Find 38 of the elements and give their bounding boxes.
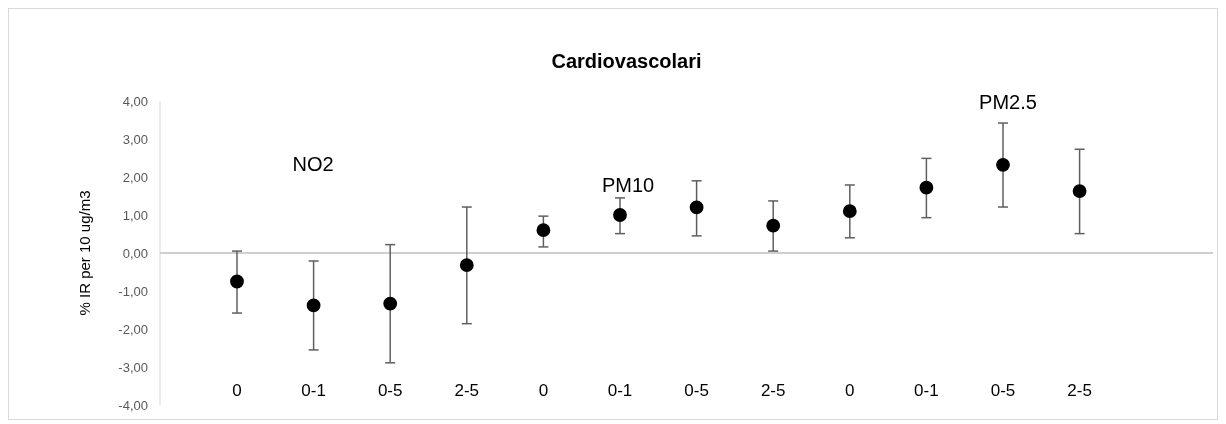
y-tick-label: -4,00 xyxy=(118,397,148,413)
point xyxy=(459,258,474,273)
x-tick-label: 2-5 xyxy=(760,381,786,400)
point xyxy=(842,204,857,219)
y-tick-label: 1,00 xyxy=(122,207,148,223)
x-tick-label: 0 xyxy=(845,381,855,400)
point xyxy=(383,296,398,311)
y-tick-label: 0,00 xyxy=(122,245,148,261)
y-tick-label: 4,00 xyxy=(122,93,148,109)
annotation: PM10 xyxy=(601,174,655,197)
chart-title: Cardiovascolari xyxy=(551,50,702,72)
x-tick-label: 0-5 xyxy=(990,381,1016,400)
x-tick-label: 0-5 xyxy=(684,381,709,400)
point xyxy=(536,223,551,238)
y-tick-label: 3,00 xyxy=(122,131,148,147)
x-tick-label: 0-1 xyxy=(301,381,326,400)
point xyxy=(613,208,627,222)
point xyxy=(996,157,1010,172)
point xyxy=(766,218,781,233)
point xyxy=(1072,184,1087,198)
y-axis-title: % IR per 10 ug/m3 xyxy=(76,190,93,316)
x-tick-label: 0-1 xyxy=(914,381,939,400)
point xyxy=(919,180,934,195)
y-tick-label: 2,00 xyxy=(122,169,148,185)
x-tick-label: 0-1 xyxy=(607,381,633,400)
annotation: NO2 xyxy=(292,153,334,176)
annotation: PM2.5 xyxy=(979,90,1037,113)
x-tick-label: 2-5 xyxy=(1067,381,1092,400)
y-tick-label: -3,00 xyxy=(118,359,148,375)
x-tick-label: 0 xyxy=(538,381,549,400)
point xyxy=(306,298,321,313)
point xyxy=(230,274,244,289)
x-tick-label: 0 xyxy=(232,381,242,400)
x-tick-label: 2-5 xyxy=(454,381,480,400)
x-tick-label: 0-5 xyxy=(377,381,403,400)
y-tick-label: -1,00 xyxy=(118,283,148,299)
point xyxy=(689,200,704,215)
y-tick-label: -2,00 xyxy=(118,321,148,337)
